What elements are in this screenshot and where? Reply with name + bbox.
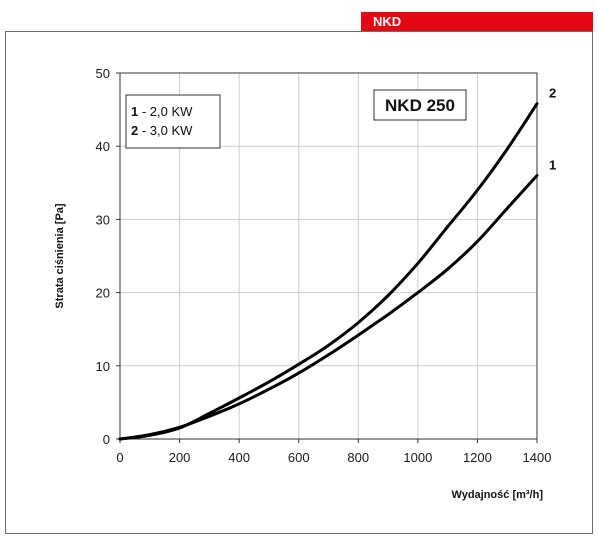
x-tick-label: 800 — [347, 450, 369, 465]
x-axis-title: Wydajność [m³/h] — [452, 489, 544, 501]
series-line-2 — [118, 102, 539, 441]
legend-entry-2: 2 - 3,0 KW — [131, 123, 193, 138]
x-tick-label: 600 — [288, 450, 310, 465]
series-end-labels: 12 — [549, 86, 556, 173]
x-tick-label: 1200 — [463, 450, 492, 465]
y-tick-label: 10 — [96, 359, 110, 374]
legend-entry-1: 1 - 2,0 KW — [131, 104, 193, 119]
legend-key: 1 — [131, 104, 138, 119]
y-tick-labels: 0 10 20 30 40 50 — [96, 66, 120, 447]
y-tick-label: 50 — [96, 66, 110, 81]
series-label-1: 1 — [549, 157, 556, 172]
legend-label: - 2,0 KW — [138, 104, 193, 119]
x-tick-label: 1400 — [523, 450, 552, 465]
plot-area-border — [119, 72, 538, 440]
legend-box — [125, 94, 221, 149]
x-tick-label: 1000 — [403, 450, 432, 465]
chart-title-box — [373, 89, 467, 121]
y-tick-label: 20 — [96, 286, 110, 301]
y-tick-label: 40 — [96, 139, 110, 154]
series-line-1 — [118, 174, 539, 441]
legend-key: 2 — [131, 123, 138, 138]
x-tick-labels: 0 200 400 600 800 1000 1200 1400 — [116, 439, 551, 465]
chart-title: NKD 250 — [385, 96, 455, 115]
product-header-badge: NKD — [361, 12, 593, 31]
x-tick-label: 400 — [228, 450, 250, 465]
x-tick-label: 200 — [169, 450, 191, 465]
x-tick-label: 0 — [116, 450, 123, 465]
y-tick-label: 30 — [96, 212, 110, 227]
legend-label: - 3,0 KW — [138, 123, 193, 138]
series-label-2: 2 — [549, 86, 556, 101]
chart-frame — [5, 31, 593, 534]
y-axis-title: Strata ciśnienia [Pa] — [54, 203, 66, 308]
grid-lines — [120, 73, 537, 439]
y-tick-label: 0 — [103, 432, 110, 447]
series-curves — [118, 102, 539, 441]
